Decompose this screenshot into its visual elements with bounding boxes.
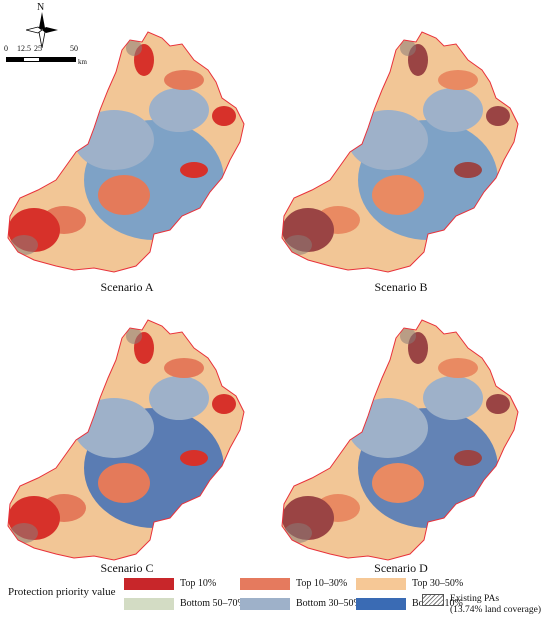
- legend-item-top-10-30: Top 10–30%: [240, 578, 347, 590]
- caption-scenario-d: Scenario D: [374, 561, 428, 575]
- legend-item-existing-pas: Existing PAs (13.74% land coverage): [422, 594, 541, 616]
- legend-label: Top 10–30%: [296, 578, 348, 589]
- scale-segment: [6, 57, 23, 62]
- legend-label: Bottom 30–50%: [296, 598, 362, 609]
- caption-scenario-a: Scenario A: [100, 280, 154, 294]
- legend-swatch: [240, 598, 290, 610]
- legend-swatch: [240, 578, 290, 590]
- pa-label-line2: (13.74% land coverage): [450, 605, 542, 615]
- scale-tick-3: 50: [70, 44, 78, 53]
- legend-item-top-10: Top 10%: [124, 578, 216, 590]
- scale-bar: 0 12.5 25 50 km: [4, 44, 94, 68]
- legend-swatch: [124, 578, 174, 590]
- north-label: N: [37, 2, 45, 13]
- map-panel-a: [4, 20, 254, 278]
- region-map: [281, 31, 519, 273]
- scale-tick-0: 0: [4, 44, 8, 53]
- legend-swatch: [124, 598, 174, 610]
- hatch-swatch-icon: [422, 594, 444, 606]
- legend-label: Bottom 50–70%: [180, 598, 246, 609]
- legend-item-bottom-30-50: Bottom 30–50%: [240, 598, 362, 610]
- scale-unit: km: [78, 58, 87, 66]
- map-panel-d: [278, 308, 528, 566]
- region-map: [281, 319, 519, 561]
- region-map: [7, 31, 245, 273]
- scale-tick-2: 25: [34, 44, 42, 53]
- scale-segment: [40, 57, 76, 62]
- region-map: [7, 319, 245, 561]
- compass-icon: [26, 12, 58, 48]
- legend-label: Top 10%: [180, 578, 217, 589]
- north-arrow: N: [26, 2, 58, 48]
- legend-swatch: [356, 578, 406, 590]
- caption-scenario-c: Scenario C: [100, 561, 154, 575]
- pa-label-line1: Existing PAs: [450, 594, 500, 604]
- legend-label-pas: Existing PAs (13.74% land coverage): [450, 594, 541, 616]
- legend-item-bottom-50-70: Bottom 50–70%: [124, 598, 246, 610]
- legend-label: Top 30–50%: [412, 578, 464, 589]
- map-panel-c: [4, 308, 254, 566]
- legend-title: Protection priority value: [8, 586, 116, 598]
- legend-item-top-30-50: Top 30–50%: [356, 578, 463, 590]
- legend-swatch: [356, 598, 406, 610]
- scale-segment: [23, 57, 40, 62]
- caption-scenario-b: Scenario B: [374, 280, 428, 294]
- map-panel-b: [278, 20, 528, 278]
- scale-tick-1: 12.5: [17, 44, 31, 53]
